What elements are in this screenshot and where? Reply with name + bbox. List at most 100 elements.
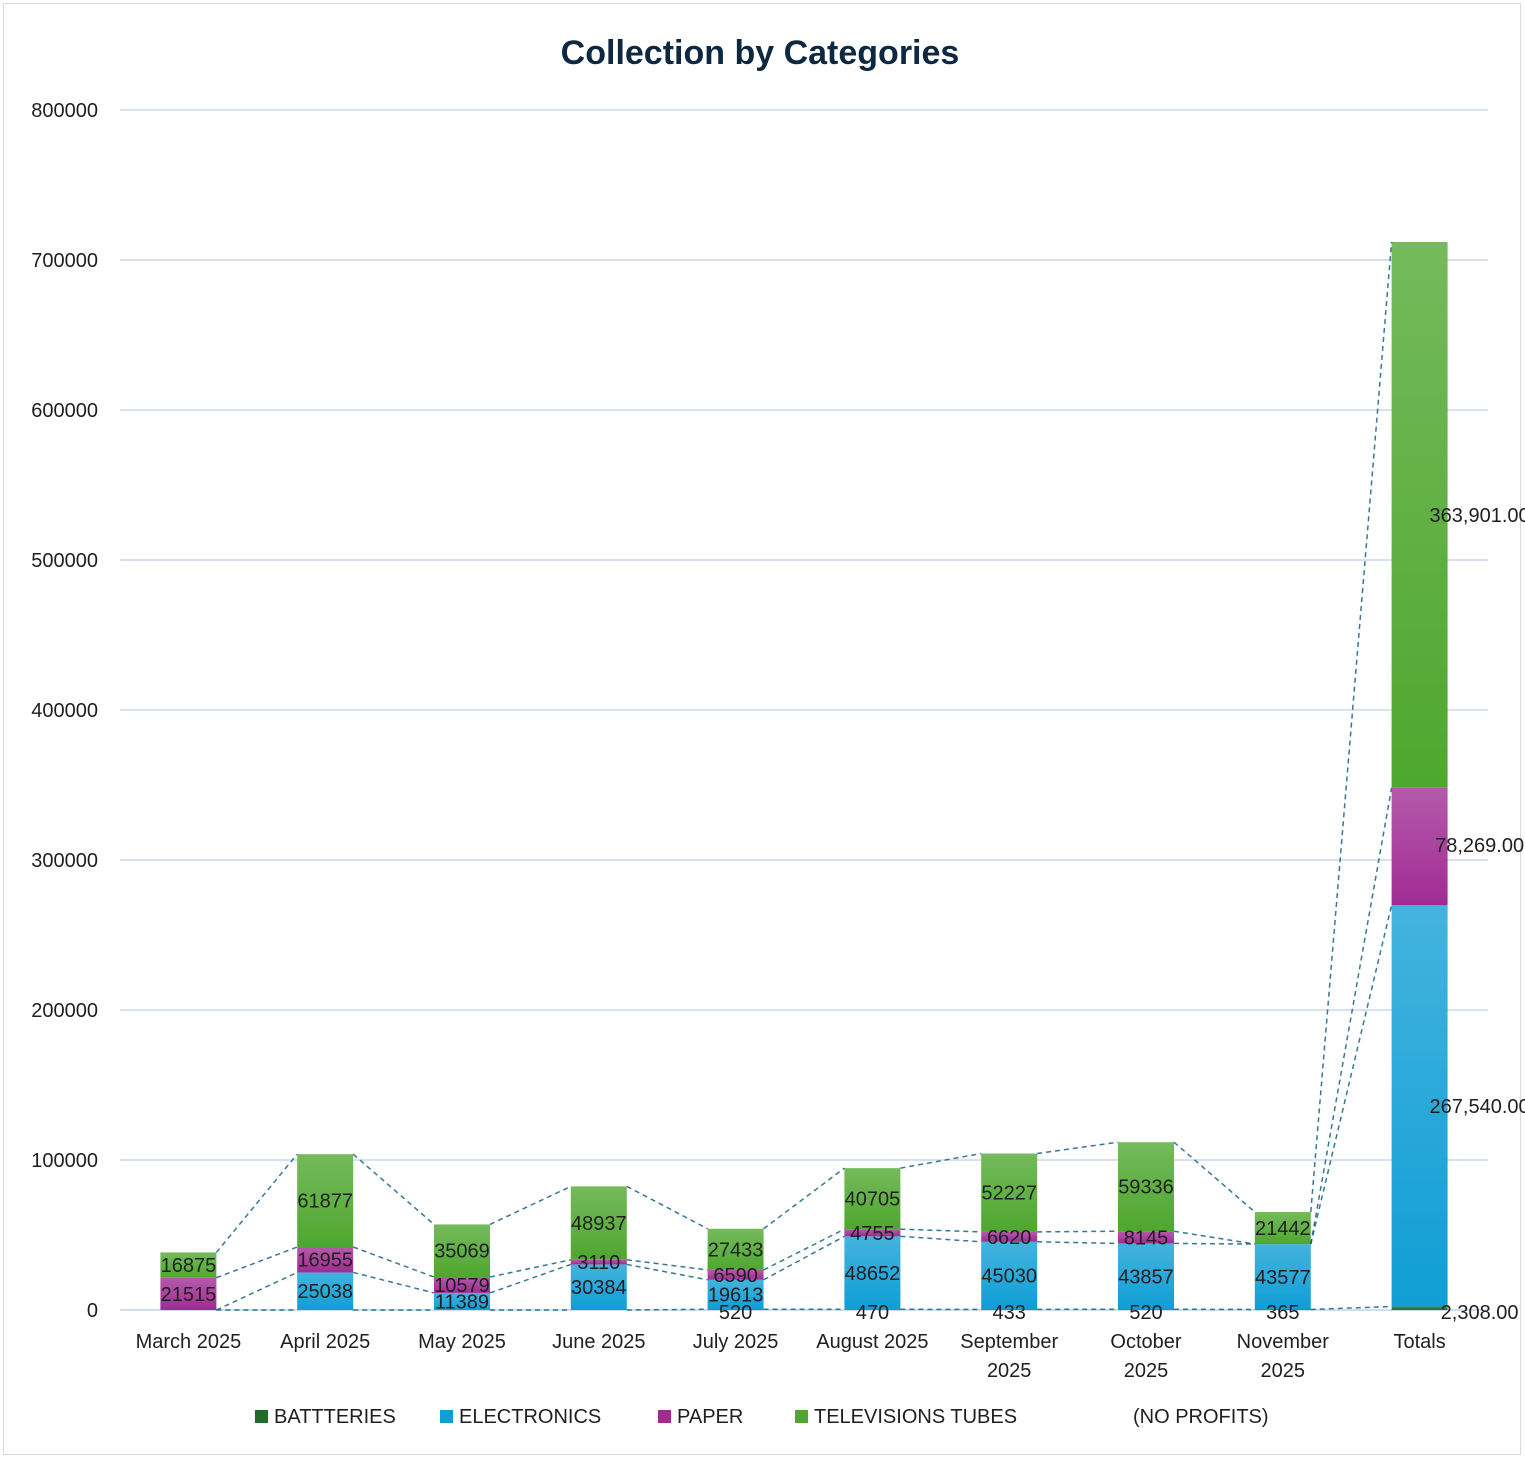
data-label-electronics-9: 267,540.00 [1430, 1096, 1525, 1118]
x-tick-label: June 2025 [552, 1331, 645, 1353]
legend-label: TELEVISIONS TUBES [814, 1406, 1017, 1428]
bar-paper-1 [297, 1247, 354, 1273]
bar-televisions-tubes-8 [1254, 1211, 1311, 1245]
data-label-televisions-tubes-0: 16875 [161, 1255, 217, 1277]
data-label-paper-9: 78,269.00 [1435, 835, 1524, 857]
y-tick-label: 800000 [31, 100, 98, 122]
data-label-battteries-7: 520 [1129, 1302, 1162, 1324]
bar-televisions-tubes-3 [570, 1186, 627, 1260]
bar-televisions-tubes-6 [981, 1153, 1038, 1232]
data-label-televisions-tubes-6: 52227 [981, 1183, 1037, 1205]
bar-battteries-6 [981, 1309, 1038, 1310]
x-tick-label: Totals [1393, 1331, 1445, 1353]
bar-televisions-tubes-9 [1391, 241, 1448, 788]
series-lines [215, 241, 1393, 1311]
legend-swatch [440, 1410, 453, 1423]
x-tick-label: September 2025 [960, 1331, 1058, 1382]
bar-paper-2 [434, 1277, 490, 1293]
chart-title: Collection by Categories [561, 34, 960, 72]
bar-paper-5 [844, 1229, 901, 1237]
legend-item-electronics: ELECTRONICS [440, 1406, 601, 1428]
data-label-televisions-tubes-8: 21442 [1255, 1218, 1311, 1240]
gridlines [120, 109, 1488, 1311]
data-label-televisions-tubes-9: 363,901.00 [1430, 505, 1525, 527]
series-line-battteries [216, 1305, 1392, 1311]
data-label-paper-1: 16955 [297, 1250, 353, 1272]
data-label-electronics-7: 43857 [1118, 1266, 1174, 1288]
bar-televisions-tubes-1 [297, 1154, 354, 1248]
legend-swatch [795, 1410, 808, 1423]
bar-battteries-4 [707, 1309, 764, 1310]
bar-electronics-3 [570, 1264, 627, 1310]
bar-battteries-8 [1254, 1309, 1311, 1310]
y-tick-label: 400000 [31, 700, 98, 722]
data-label-battteries-5: 470 [856, 1302, 889, 1324]
bar-battteries-5 [844, 1309, 901, 1310]
data-label-paper-6: 6620 [987, 1227, 1032, 1249]
bar-electronics-6 [981, 1241, 1038, 1310]
x-tick-label: November 2025 [1237, 1331, 1330, 1382]
legend-swatch [255, 1410, 268, 1423]
legend-item-televisions-tubes: TELEVISIONS TUBES [795, 1406, 1017, 1428]
data-label-paper-3: 3110 [577, 1252, 620, 1274]
data-label-televisions-tubes-2: 35069 [434, 1241, 490, 1263]
legend-label: BATTTERIES [274, 1406, 396, 1428]
x-axis: March 2025 April 2025 May 2025 June 2025 Jul… [136, 1331, 1446, 1382]
bar-televisions-tubes-5 [844, 1168, 901, 1230]
bar-electronics-4 [707, 1279, 764, 1310]
data-label-paper-7: 8145 [1124, 1227, 1169, 1249]
data-label-battteries-6: 433 [993, 1302, 1026, 1324]
y-tick-label: 500000 [31, 550, 98, 572]
y-tick-label: 0 [87, 1300, 98, 1322]
data-label-battteries-9: 2,308.00 [1441, 1302, 1519, 1324]
bar-televisions-tubes-2 [434, 1224, 490, 1278]
y-tick-label: 300000 [31, 850, 98, 872]
bars [160, 241, 1448, 1310]
legend-label: ELECTRONICS [459, 1406, 601, 1428]
y-tick-label: 200000 [31, 1000, 98, 1022]
bar-electronics-5 [844, 1236, 901, 1310]
bar-paper-9 [1391, 787, 1448, 906]
series-line-electronics [216, 905, 1393, 1311]
data-label-paper-5: 4755 [850, 1223, 895, 1245]
bar-electronics-8 [1254, 1244, 1311, 1310]
data-label-electronics-8: 43577 [1255, 1267, 1311, 1289]
bar-paper-3 [570, 1259, 627, 1265]
x-tick-label: March 2025 [136, 1331, 242, 1353]
data-label-battteries-4: 520 [719, 1302, 752, 1324]
x-tick-label: August 2025 [816, 1331, 928, 1353]
data-label-electronics-3: 30384 [571, 1277, 627, 1299]
data-label-electronics-4: 19613 [708, 1285, 764, 1307]
x-tick-label: October 2025 [1110, 1331, 1181, 1382]
data-label-televisions-tubes-7: 59336 [1118, 1177, 1174, 1199]
x-tick-label: July 2025 [693, 1331, 779, 1353]
x-tick-label: April 2025 [280, 1331, 370, 1353]
series-line-paper [216, 787, 1393, 1279]
bar-electronics-7 [1118, 1243, 1174, 1310]
bar-battteries-7 [1118, 1309, 1174, 1310]
y-tick-label: 700000 [31, 250, 98, 272]
data-label-battteries-8: 365 [1266, 1302, 1299, 1324]
y-tick-label: 100000 [31, 1150, 98, 1172]
data-label-electronics-1: 25038 [297, 1281, 353, 1303]
bar-battteries-9 [1391, 1306, 1448, 1310]
data-label-paper-0: 21515 [161, 1284, 217, 1306]
bar-televisions-tubes-7 [1118, 1142, 1174, 1232]
data-label-paper-2: 10579 [434, 1275, 490, 1297]
legend: BATTTERIES ELECTRONICS PAPER TELEVISIONS TU… [255, 1406, 1269, 1428]
data-label-televisions-tubes-4: 27433 [708, 1239, 764, 1261]
data-label-televisions-tubes-1: 61877 [297, 1191, 353, 1213]
bar-paper-4 [707, 1269, 764, 1280]
data-label-electronics-5: 48652 [845, 1263, 901, 1285]
data-label-electronics-6: 45030 [981, 1266, 1037, 1288]
legend-item-no-profits: (NO PROFITS) [1133, 1406, 1269, 1428]
legend-item-paper: PAPER [658, 1406, 743, 1428]
legend-item-battteries: BATTTERIES [255, 1406, 396, 1428]
data-label-televisions-tubes-3: 48937 [571, 1213, 627, 1235]
legend-swatch [658, 1410, 671, 1423]
bar-electronics-2 [434, 1292, 490, 1310]
legend-label: PAPER [677, 1406, 743, 1428]
bar-televisions-tubes-4 [707, 1228, 764, 1270]
bar-paper-6 [981, 1231, 1038, 1242]
